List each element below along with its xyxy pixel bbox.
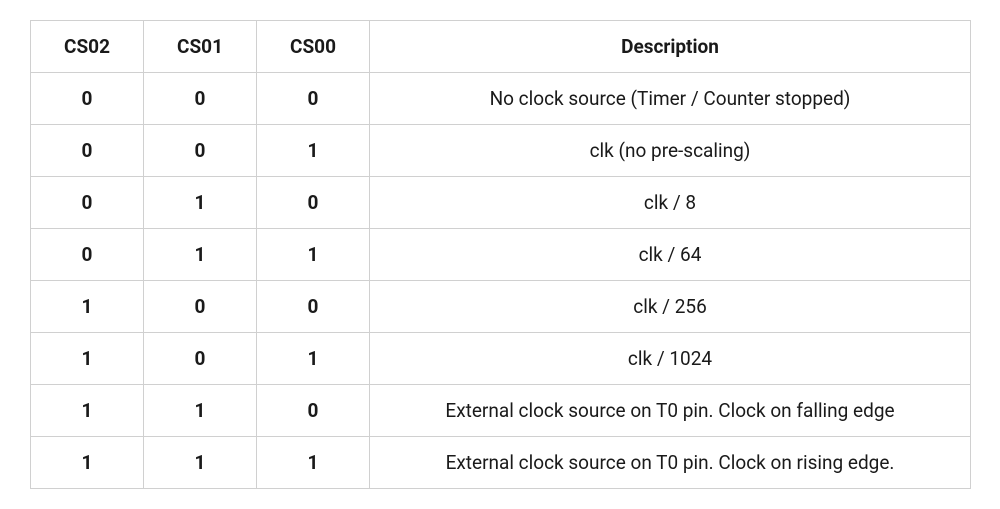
cell-cs01: 1 (144, 437, 257, 489)
cell-description: No clock source (Timer / Counter stopped… (370, 73, 971, 125)
cell-cs00: 0 (257, 385, 370, 437)
cell-cs02: 1 (31, 385, 144, 437)
cell-cs00: 1 (257, 229, 370, 281)
cell-cs01: 0 (144, 333, 257, 385)
table-row: 0 1 0 clk / 8 (31, 177, 971, 229)
cell-cs02: 0 (31, 125, 144, 177)
table-row: 1 0 1 clk / 1024 (31, 333, 971, 385)
table-row: 0 1 1 clk / 64 (31, 229, 971, 281)
col-header-description: Description (370, 21, 971, 73)
cell-cs02: 1 (31, 281, 144, 333)
cell-cs01: 0 (144, 125, 257, 177)
cell-description: clk / 1024 (370, 333, 971, 385)
cell-cs02: 1 (31, 437, 144, 489)
cell-cs02: 0 (31, 177, 144, 229)
cell-cs02: 1 (31, 333, 144, 385)
cell-cs00: 1 (257, 333, 370, 385)
col-header-cs02: CS02 (31, 21, 144, 73)
cell-description: clk / 256 (370, 281, 971, 333)
table-header-row: CS02 CS01 CS00 Description (31, 21, 971, 73)
cell-cs01: 1 (144, 229, 257, 281)
cell-description: External clock source on T0 pin. Clock o… (370, 437, 971, 489)
table-row: 1 1 0 External clock source on T0 pin. C… (31, 385, 971, 437)
cell-description: External clock source on T0 pin. Clock o… (370, 385, 971, 437)
cell-cs00: 0 (257, 177, 370, 229)
col-header-cs01: CS01 (144, 21, 257, 73)
col-header-cs00: CS00 (257, 21, 370, 73)
cell-description: clk / 8 (370, 177, 971, 229)
cell-cs02: 0 (31, 73, 144, 125)
clock-select-table: CS02 CS01 CS00 Description 0 0 0 No cloc… (30, 20, 971, 489)
cell-cs00: 1 (257, 437, 370, 489)
cell-cs00: 1 (257, 125, 370, 177)
cell-cs02: 0 (31, 229, 144, 281)
cell-cs01: 0 (144, 73, 257, 125)
cell-cs01: 1 (144, 177, 257, 229)
cell-cs00: 0 (257, 281, 370, 333)
cell-cs00: 0 (257, 73, 370, 125)
cell-description: clk (no pre-scaling) (370, 125, 971, 177)
table-row: 0 0 1 clk (no pre-scaling) (31, 125, 971, 177)
cell-description: clk / 64 (370, 229, 971, 281)
table-row: 0 0 0 No clock source (Timer / Counter s… (31, 73, 971, 125)
cell-cs01: 0 (144, 281, 257, 333)
table-row: 1 0 0 clk / 256 (31, 281, 971, 333)
table-row: 1 1 1 External clock source on T0 pin. C… (31, 437, 971, 489)
cell-cs01: 1 (144, 385, 257, 437)
